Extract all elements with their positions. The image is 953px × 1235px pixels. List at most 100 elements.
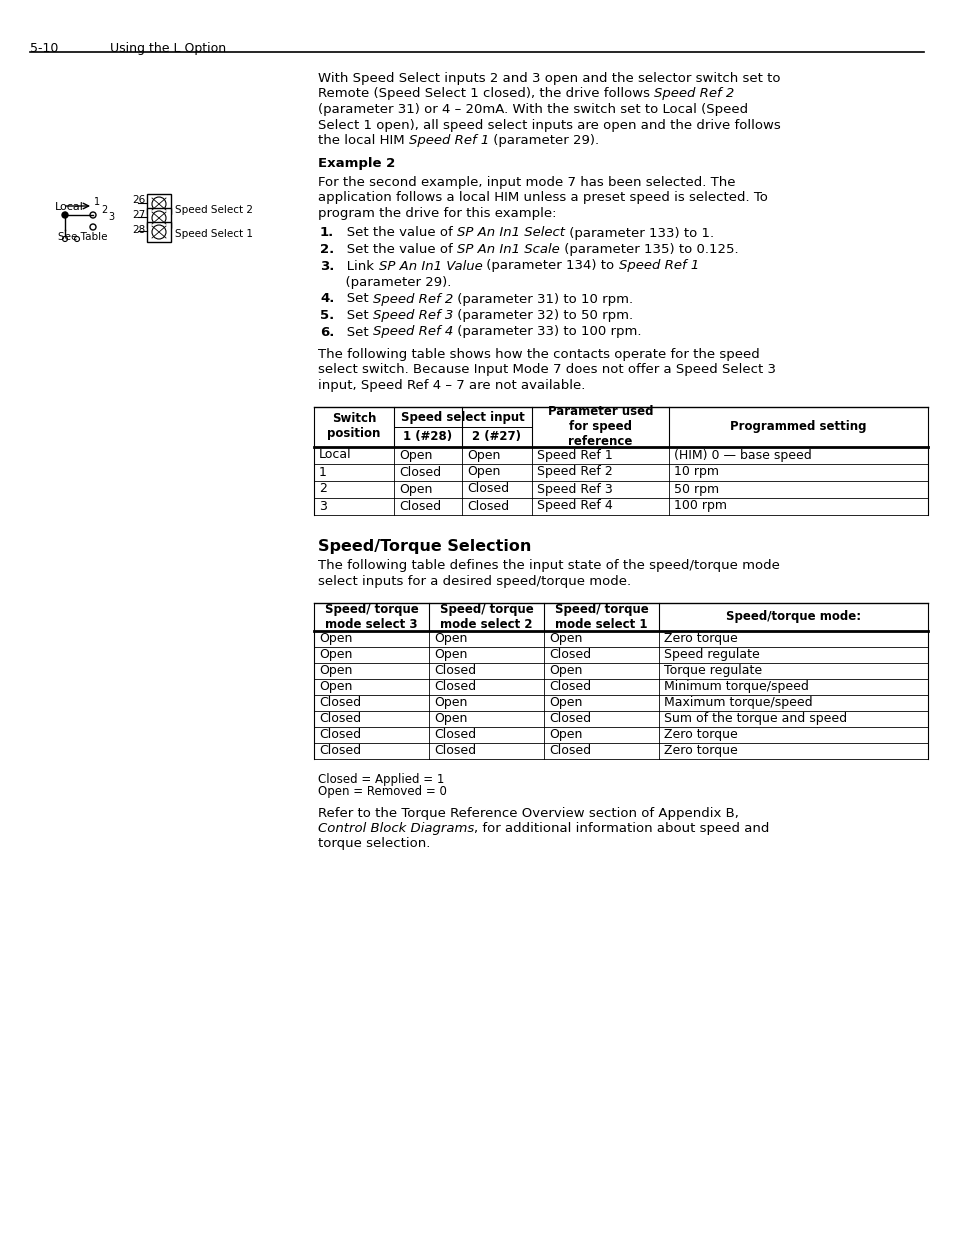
Text: Switch
position: Switch position: [327, 412, 380, 441]
Text: Closed: Closed: [318, 697, 361, 709]
Text: 50 rpm: 50 rpm: [673, 483, 719, 495]
Text: SP An In1 Value: SP An In1 Value: [378, 259, 482, 273]
Text: Minimum torque/speed: Minimum torque/speed: [663, 680, 808, 693]
Text: Speed Ref 3: Speed Ref 3: [537, 483, 612, 495]
Text: With Speed Select inputs 2 and 3 open and the selector switch set to: With Speed Select inputs 2 and 3 open an…: [317, 72, 780, 85]
Text: Open: Open: [318, 680, 352, 693]
Text: Local: Local: [318, 448, 352, 462]
Text: 10 rpm: 10 rpm: [673, 466, 719, 478]
Text: Closed: Closed: [467, 483, 509, 495]
Text: 3: 3: [108, 212, 114, 222]
Text: Closed: Closed: [434, 680, 476, 693]
Text: (parameter 31) or 4 – 20mA. With the switch set to Local (Speed: (parameter 31) or 4 – 20mA. With the swi…: [317, 103, 747, 116]
Text: Open: Open: [434, 697, 467, 709]
Text: 6.: 6.: [319, 326, 334, 338]
Text: (parameter 134) to: (parameter 134) to: [482, 259, 618, 273]
Text: Set the value of: Set the value of: [334, 226, 456, 240]
Text: 26: 26: [132, 195, 145, 205]
Text: Open = Removed = 0: Open = Removed = 0: [317, 785, 446, 799]
Text: 2.: 2.: [319, 243, 334, 256]
Text: (parameter 33) to 100 rpm.: (parameter 33) to 100 rpm.: [453, 326, 641, 338]
Text: select switch. Because Input Mode 7 does not offer a Speed Select 3: select switch. Because Input Mode 7 does…: [317, 363, 775, 377]
Text: 3: 3: [318, 499, 327, 513]
Text: 27: 27: [132, 210, 145, 220]
Text: Speed Select 1: Speed Select 1: [174, 228, 253, 240]
Text: Zero torque: Zero torque: [663, 632, 737, 645]
Text: Closed: Closed: [398, 466, 440, 478]
Text: See Table: See Table: [58, 232, 108, 242]
Text: Control Block Diagrams: Control Block Diagrams: [317, 823, 474, 835]
Text: 1: 1: [318, 466, 327, 478]
Text: Closed: Closed: [398, 499, 440, 513]
Text: Speed Ref 2: Speed Ref 2: [537, 466, 612, 478]
Text: Speed Ref 1: Speed Ref 1: [618, 259, 699, 273]
Text: Speed Ref 1: Speed Ref 1: [537, 448, 612, 462]
Text: For the second example, input mode 7 has been selected. The: For the second example, input mode 7 has…: [317, 177, 735, 189]
Text: Parameter used
for speed
reference: Parameter used for speed reference: [547, 405, 653, 448]
Text: Open: Open: [434, 713, 467, 725]
Text: Closed: Closed: [434, 743, 476, 757]
Text: Maximum torque/speed: Maximum torque/speed: [663, 697, 812, 709]
Text: Select 1 open), all speed select inputs are open and the drive follows: Select 1 open), all speed select inputs …: [317, 119, 780, 131]
Bar: [147, 207, 171, 228]
Text: The following table shows how the contacts operate for the speed: The following table shows how the contac…: [317, 348, 759, 361]
Text: Sum of the torque and speed: Sum of the torque and speed: [663, 713, 846, 725]
Text: Open: Open: [318, 664, 352, 677]
Text: Speed/ torque
mode select 2: Speed/ torque mode select 2: [439, 603, 533, 631]
Text: Local: Local: [55, 203, 84, 212]
Text: 2 (#27): 2 (#27): [472, 430, 521, 443]
Text: torque selection.: torque selection.: [317, 837, 430, 851]
Text: 1: 1: [94, 198, 100, 207]
Bar: [147, 222, 171, 242]
Text: Open: Open: [548, 727, 581, 741]
Text: SP An In1 Select: SP An In1 Select: [456, 226, 565, 240]
Text: Closed: Closed: [548, 713, 591, 725]
Text: 1.: 1.: [319, 226, 334, 240]
Text: Open: Open: [398, 448, 432, 462]
Text: Open: Open: [548, 697, 581, 709]
Text: Open: Open: [434, 648, 467, 661]
Text: (parameter 29).: (parameter 29).: [319, 275, 451, 289]
Text: (parameter 133) to 1.: (parameter 133) to 1.: [565, 226, 714, 240]
Text: Speed Ref 1: Speed Ref 1: [409, 135, 489, 147]
Text: Closed = Applied = 1: Closed = Applied = 1: [317, 773, 444, 785]
Text: (parameter 135) to 0.125.: (parameter 135) to 0.125.: [559, 243, 738, 256]
Text: Speed regulate: Speed regulate: [663, 648, 759, 661]
Text: Using the L Option: Using the L Option: [110, 42, 226, 56]
Text: Speed select input: Speed select input: [400, 411, 524, 424]
Text: (HIM) 0 — base speed: (HIM) 0 — base speed: [673, 448, 811, 462]
Text: 28: 28: [132, 225, 145, 235]
Text: Closed: Closed: [434, 664, 476, 677]
Text: Closed: Closed: [318, 713, 361, 725]
Text: the local HIM: the local HIM: [317, 135, 409, 147]
Text: 5-10: 5-10: [30, 42, 58, 56]
Text: 4.: 4.: [319, 293, 334, 305]
Text: Closed: Closed: [318, 743, 361, 757]
Text: Set: Set: [334, 326, 373, 338]
Text: Speed Ref 2: Speed Ref 2: [654, 88, 734, 100]
Text: Remote (Speed Select 1 closed), the drive follows: Remote (Speed Select 1 closed), the driv…: [317, 88, 654, 100]
Text: SP An In1 Scale: SP An In1 Scale: [456, 243, 559, 256]
Text: program the drive for this example:: program the drive for this example:: [317, 207, 556, 220]
Text: Closed: Closed: [318, 727, 361, 741]
Text: Torque regulate: Torque regulate: [663, 664, 761, 677]
Text: Link: Link: [334, 259, 378, 273]
Text: Open: Open: [318, 648, 352, 661]
Text: Closed: Closed: [548, 680, 591, 693]
Text: Speed Ref 4: Speed Ref 4: [537, 499, 612, 513]
Text: Open: Open: [467, 466, 500, 478]
Text: Zero torque: Zero torque: [663, 727, 737, 741]
Text: 2: 2: [101, 205, 107, 215]
Text: Speed Select 2: Speed Select 2: [174, 205, 253, 215]
Text: Programmed setting: Programmed setting: [729, 420, 866, 433]
Text: Open: Open: [318, 632, 352, 645]
Text: 1 (#28): 1 (#28): [403, 430, 452, 443]
Circle shape: [62, 212, 68, 219]
Text: (parameter 29).: (parameter 29).: [489, 135, 598, 147]
Text: Closed: Closed: [434, 727, 476, 741]
Text: 5.: 5.: [319, 309, 334, 322]
Text: Speed/Torque Selection: Speed/Torque Selection: [317, 540, 531, 555]
Text: 3.: 3.: [319, 259, 334, 273]
Text: input, Speed Ref 4 – 7 are not available.: input, Speed Ref 4 – 7 are not available…: [317, 379, 585, 391]
Text: Open: Open: [398, 483, 432, 495]
